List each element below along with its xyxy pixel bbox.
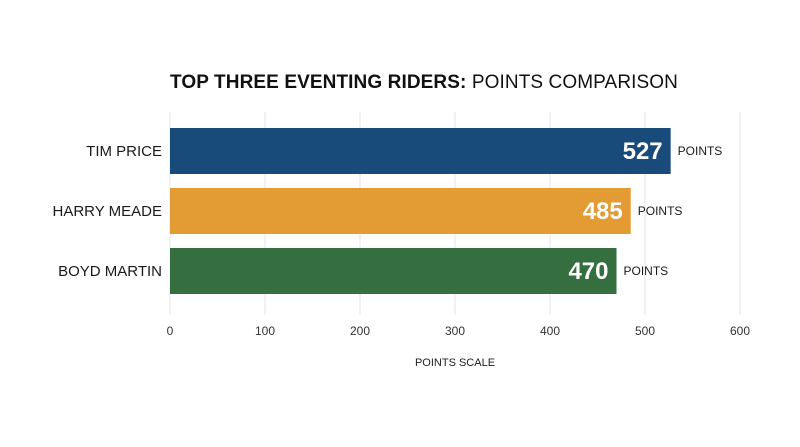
bar-value-label: 470 [568, 258, 608, 285]
x-tick-label: 200 [350, 324, 370, 338]
chart-title-rest: POINTS COMPARISON [471, 72, 678, 93]
chart-title-bold: TOP THREE EVENTING RIDERS: [170, 72, 467, 93]
x-tick-label: 0 [167, 324, 174, 338]
x-tick-label: 300 [445, 324, 465, 338]
category-label: BOYD MARTIN [58, 263, 162, 280]
bar [170, 188, 631, 234]
bar [170, 248, 617, 294]
bar [170, 128, 671, 174]
x-tick-label: 500 [635, 324, 655, 338]
x-tick-label: 400 [540, 324, 560, 338]
bar-value-label: 485 [583, 198, 623, 225]
bar-unit-label: POINTS [678, 144, 723, 158]
x-tick-label: 600 [730, 324, 750, 338]
bar-unit-label: POINTS [638, 204, 683, 218]
category-label: TIM PRICE [86, 143, 162, 160]
bar-unit-label: POINTS [624, 264, 669, 278]
x-axis-title: POINTS SCALE [415, 357, 495, 369]
bar-value-label: 527 [623, 138, 663, 165]
category-label: HARRY MEADE [53, 203, 162, 220]
x-tick-label: 100 [255, 324, 275, 338]
chart-title: TOP THREE EVENTING RIDERS: POINTS COMPAR… [170, 72, 678, 94]
